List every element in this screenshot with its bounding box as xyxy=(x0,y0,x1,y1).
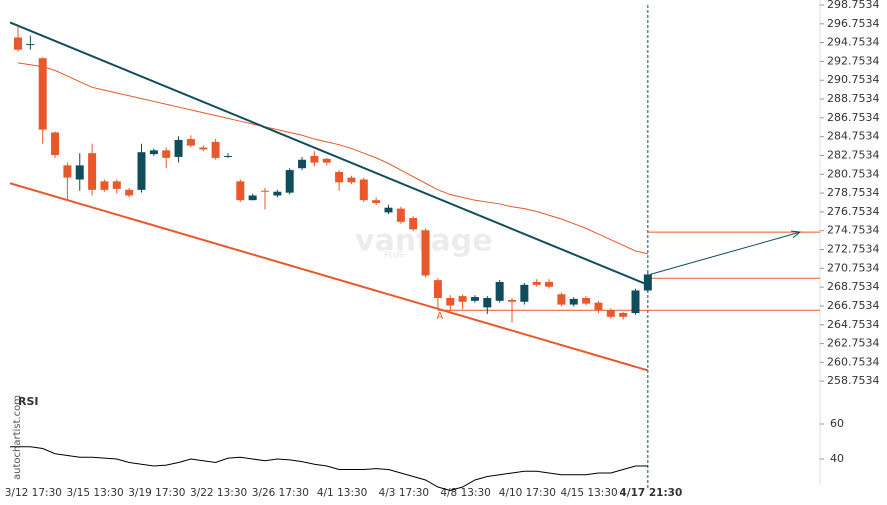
candle-body xyxy=(261,190,269,192)
moving-average xyxy=(17,62,648,255)
x-tick-label: 4/17 21:30 xyxy=(619,487,682,499)
candle-body xyxy=(557,294,566,305)
candle-body xyxy=(137,152,146,190)
candle-body xyxy=(298,159,307,169)
candle-body xyxy=(347,177,356,183)
candle-body xyxy=(532,282,541,285)
x-tick-label: 3/22 13:30 xyxy=(190,487,247,499)
candle-body xyxy=(372,200,381,204)
candle-body xyxy=(643,274,652,291)
watermark-sub: PLUS xyxy=(384,251,404,260)
candle-body xyxy=(594,302,603,311)
candle-body xyxy=(569,298,578,305)
candle-body xyxy=(75,165,84,180)
candle-body xyxy=(433,280,442,298)
y-tick-label: 298.7534 xyxy=(827,0,880,11)
y-tick-label: 292.7534 xyxy=(827,54,880,67)
x-tick-label: 3/12 17:30 xyxy=(5,487,62,499)
y-tick-label: 268.7534 xyxy=(827,280,880,293)
y-tick-label: 260.7534 xyxy=(827,355,880,368)
candle-body xyxy=(273,191,282,196)
candle-body xyxy=(51,132,60,156)
candle-body xyxy=(384,207,393,213)
rsi-tick-label: 40 xyxy=(830,452,844,465)
arrow-head xyxy=(791,230,802,239)
y-tick-label: 276.7534 xyxy=(827,205,880,218)
candle-body xyxy=(112,181,121,189)
y-tick-label: 262.7534 xyxy=(827,337,880,350)
candle-body xyxy=(322,158,331,163)
rsi-line xyxy=(10,446,648,492)
x-tick-label: 4/1 13:30 xyxy=(317,487,368,499)
candle-body xyxy=(606,310,615,317)
candle-body xyxy=(520,284,529,302)
level-label: A xyxy=(436,311,443,322)
y-tick-label: 272.7534 xyxy=(827,243,880,256)
x-tick-label: 4/15 13:30 xyxy=(561,487,618,499)
y-tick-label: 282.7534 xyxy=(827,148,880,161)
resistance-line xyxy=(9,21,649,286)
y-tick-label: 280.7534 xyxy=(827,167,880,180)
x-tick-label: 4/10 17:30 xyxy=(499,487,556,499)
x-tick-label: 4/3 17:30 xyxy=(379,487,430,499)
candle-body xyxy=(619,313,628,317)
candle-body xyxy=(211,141,220,158)
y-tick-label: 284.7534 xyxy=(827,130,880,143)
y-tick-label: 286.7534 xyxy=(827,111,880,124)
candle-body xyxy=(545,282,554,287)
y-tick-label: 266.7534 xyxy=(827,299,880,312)
candle-body xyxy=(14,37,22,50)
candle-body xyxy=(162,150,171,158)
candle-body xyxy=(409,218,418,230)
y-tick-label: 264.7534 xyxy=(827,318,880,331)
y-tick-label: 296.7534 xyxy=(827,17,880,30)
candle-body xyxy=(631,290,640,314)
candle-body xyxy=(508,299,516,302)
candle-body xyxy=(396,208,405,222)
candle-body xyxy=(88,153,97,190)
x-tick-label: 4/8 13:30 xyxy=(440,487,491,499)
rsi-title: RSI xyxy=(18,395,39,408)
candle-body xyxy=(421,230,430,276)
candle-body xyxy=(223,155,232,157)
candle-body xyxy=(310,155,319,163)
candle-body xyxy=(359,179,368,201)
y-tick-label: 278.7534 xyxy=(827,186,880,199)
x-tick-label: 3/26 17:30 xyxy=(252,487,309,499)
candle-body xyxy=(458,296,467,302)
y-tick-label: 270.7534 xyxy=(827,261,880,274)
y-tick-label: 288.7534 xyxy=(827,92,880,105)
candle-body xyxy=(26,44,35,46)
candle-body xyxy=(495,282,504,301)
candle-body xyxy=(248,195,257,201)
support-line xyxy=(9,182,649,372)
candle-body xyxy=(199,147,208,150)
candle-body xyxy=(483,297,492,308)
candle-body xyxy=(446,297,455,306)
candle-body xyxy=(100,181,109,190)
candle-body xyxy=(63,165,72,178)
rsi-tick-label: 60 xyxy=(830,417,844,430)
candle-body xyxy=(470,297,479,301)
forecast-arrow xyxy=(649,231,801,275)
source: autochartist.com xyxy=(12,395,23,480)
x-tick-label: 3/15 13:30 xyxy=(67,487,124,499)
candle-body xyxy=(236,181,245,201)
x-tick-label: 3/19 17:30 xyxy=(128,487,185,499)
candle-body xyxy=(186,139,195,146)
y-tick-label: 258.7534 xyxy=(827,374,880,387)
candle-body xyxy=(149,150,158,155)
candle-body xyxy=(38,58,47,130)
candle-body xyxy=(174,139,183,157)
y-tick-label: 294.7534 xyxy=(827,36,880,49)
candle-body xyxy=(125,189,134,196)
candle-body xyxy=(285,170,294,193)
y-tick-label: 274.7534 xyxy=(827,224,880,237)
y-tick-label: 290.7534 xyxy=(827,73,880,86)
candle-body xyxy=(582,297,591,304)
candle-body xyxy=(335,171,344,183)
